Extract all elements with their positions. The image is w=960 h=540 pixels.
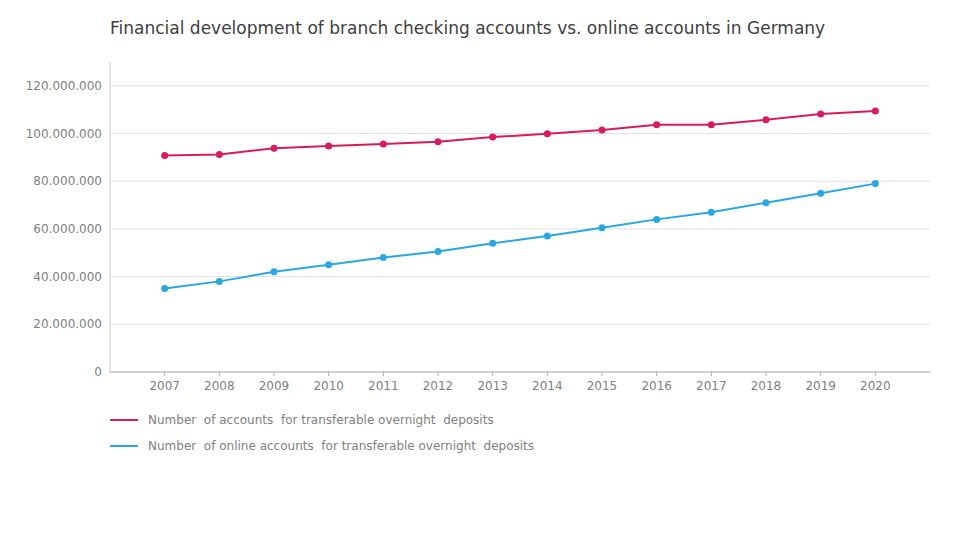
grid-line — [110, 181, 930, 182]
point — [161, 152, 168, 159]
y-tick-label: 60.000.000 — [33, 222, 102, 236]
point — [708, 121, 715, 128]
point — [271, 145, 278, 152]
x-tick-label: 2009 — [259, 379, 290, 393]
point — [763, 199, 770, 206]
point — [763, 116, 770, 123]
x-tick-label: 2010 — [313, 379, 344, 393]
x-tick-label: 2020 — [860, 379, 891, 393]
x-tick — [602, 372, 603, 376]
y-tick-labels: 0 20.000.000 40.000.000 60.000.000 80.000.00… — [26, 79, 102, 379]
y-tick-label: 100.000.000 — [26, 127, 102, 141]
x-tick-label: 2014 — [532, 379, 563, 393]
x-tick-label: 2016 — [641, 379, 672, 393]
x-tick — [711, 372, 712, 376]
point — [817, 110, 824, 117]
x-tick — [656, 372, 657, 376]
x-tick — [492, 372, 493, 376]
grid-line — [110, 372, 930, 373]
title: Financial development of branch checking… — [110, 18, 825, 38]
point — [380, 254, 387, 261]
chart: Financial development of branch checking… — [0, 0, 960, 540]
y-tick-label: 120.000.000 — [26, 79, 102, 93]
legend-label: Number of accounts for transferable over… — [148, 413, 494, 427]
x-tick-label: 2019 — [805, 379, 836, 393]
x-tick — [164, 372, 165, 376]
x-ticks: 2007 2008 2009 2010 2011 2012 2013 2014 2015 2016… — [149, 372, 890, 393]
series-line — [165, 184, 876, 289]
y-tick-label: 40.000.000 — [33, 270, 102, 284]
grid-line — [110, 228, 930, 229]
x-tick-label: 2013 — [477, 379, 508, 393]
point — [653, 121, 660, 128]
point — [872, 180, 879, 187]
x-tick-label: 2018 — [751, 379, 782, 393]
point — [325, 142, 332, 149]
x-tick — [766, 372, 767, 376]
point — [489, 240, 496, 247]
x-tick-label: 2015 — [587, 379, 618, 393]
x-tick — [438, 372, 439, 376]
legend: Number of accounts for transferable over… — [110, 413, 534, 453]
x-tick-label: 2011 — [368, 379, 399, 393]
x-tick — [547, 372, 548, 376]
point — [599, 126, 606, 133]
point — [216, 151, 223, 158]
plot-data — [161, 107, 879, 292]
y-tick-label: 0 — [94, 365, 102, 379]
point — [872, 107, 879, 114]
grid-line — [110, 276, 930, 277]
point — [653, 216, 660, 223]
point — [271, 268, 278, 275]
legend-swatch — [110, 445, 138, 447]
point — [544, 130, 551, 137]
y-tick-label: 20.000.000 — [33, 317, 102, 331]
x-tick — [274, 372, 275, 376]
x-tick — [219, 372, 220, 376]
x-tick-label: 2007 — [149, 379, 180, 393]
point — [544, 233, 551, 240]
x-tick-label: 2008 — [204, 379, 235, 393]
x-tick — [383, 372, 384, 376]
x-tick — [875, 372, 876, 376]
x-tick — [820, 372, 821, 376]
point — [161, 285, 168, 292]
grid-line — [110, 85, 930, 86]
x-tick-label: 2012 — [423, 379, 454, 393]
legend-label: Number of online accounts for transferab… — [148, 439, 534, 453]
y-axis-line — [110, 62, 111, 372]
point — [708, 209, 715, 216]
x-tick-label: 2017 — [696, 379, 727, 393]
point — [817, 190, 824, 197]
y-tick-label: 80.000.000 — [33, 174, 102, 188]
point — [599, 224, 606, 231]
point — [489, 134, 496, 141]
x-tick — [328, 372, 329, 376]
grid-line — [110, 133, 930, 134]
point — [216, 278, 223, 285]
point — [380, 141, 387, 148]
y-grid — [110, 86, 930, 372]
point — [325, 261, 332, 268]
series-line — [165, 111, 876, 156]
grid-line — [110, 324, 930, 325]
legend-swatch — [110, 419, 138, 421]
point — [435, 248, 442, 255]
x-axis-line — [110, 372, 930, 373]
point — [435, 138, 442, 145]
